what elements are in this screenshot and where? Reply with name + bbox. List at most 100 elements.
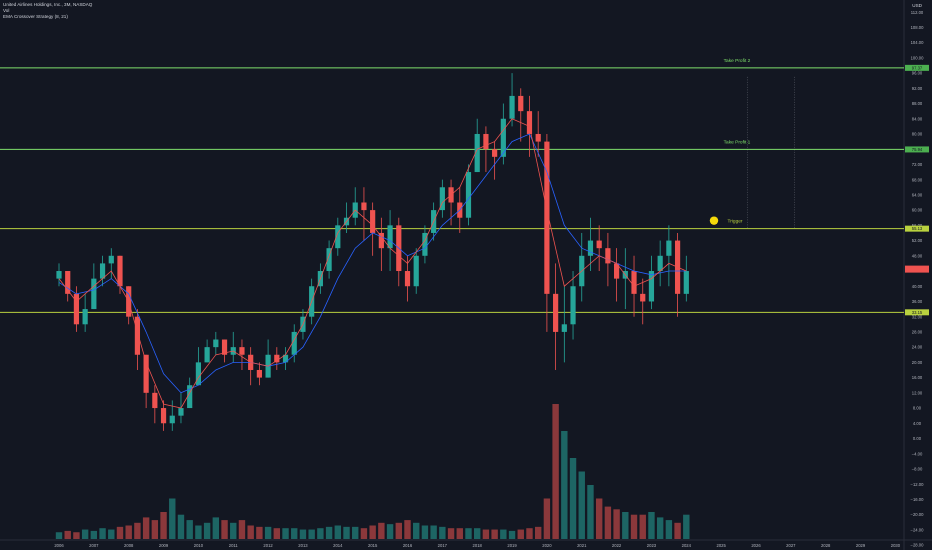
volume-bar [386, 524, 394, 539]
volume-bar [55, 532, 63, 539]
y-tick-label: 32.00 [912, 314, 923, 319]
volume-bar [578, 471, 585, 539]
y-tick-label: 0.00 [913, 436, 922, 441]
candle-body [160, 408, 167, 424]
volume-bar [534, 526, 542, 539]
volume-bar [99, 528, 106, 539]
candle-body [535, 133, 541, 142]
candle-body [143, 354, 149, 393]
smiley-icon [709, 216, 719, 225]
volume-bar [116, 526, 124, 539]
candle-body [413, 255, 419, 287]
candle-body [361, 202, 367, 211]
level-price-tag-text: 55.13 [912, 226, 923, 231]
candle-body [117, 255, 123, 287]
candle-body [169, 415, 175, 424]
volume-bar [273, 528, 281, 539]
y-tick-label: −20.00 [911, 512, 925, 517]
volume-bar [622, 512, 629, 539]
candle-body [648, 271, 655, 302]
x-tick-label: 2015 [368, 543, 378, 548]
volume-bar [447, 528, 455, 539]
volume-bar [569, 458, 577, 539]
x-tick-label: 2023 [647, 543, 657, 548]
candle-body [596, 240, 602, 249]
volume-bar [64, 530, 71, 539]
volume-bar [308, 529, 315, 539]
candle-body [387, 225, 393, 249]
ema-slow-line [58, 133, 687, 394]
volume-bar [613, 509, 620, 539]
volume-bar [395, 522, 402, 539]
candle-body [108, 255, 114, 264]
x-tick-label: 2016 [403, 543, 413, 548]
candle-body [518, 95, 524, 112]
candle-body [666, 240, 672, 256]
x-tick-label: 2024 [682, 543, 692, 548]
level-price-tag-text: 75.94 [912, 147, 923, 152]
candle-body [570, 286, 576, 325]
level-label: Take Profit 1 [724, 139, 751, 145]
y-tick-label: 8.00 [913, 406, 922, 411]
volume-bar [656, 517, 664, 539]
y-tick-label: 104.00 [911, 40, 924, 45]
last-price-tag [905, 265, 929, 273]
volume-bar [561, 431, 568, 539]
strategy-legend: EMA Crossover Strategy (8, 21) [3, 14, 68, 19]
volume-bar [500, 529, 507, 539]
volume-bar [413, 522, 420, 539]
volume-bar [256, 526, 263, 539]
volume-bar [543, 498, 551, 539]
candle-body [204, 347, 210, 363]
y-tick-label: 68.00 [912, 177, 923, 182]
volume-bar [160, 512, 167, 539]
volume-bar [142, 517, 150, 539]
volume-bar [369, 525, 376, 539]
volume-bar [177, 514, 185, 539]
x-tick-label: 2019 [507, 543, 517, 548]
volume-bar [517, 529, 524, 539]
candle-body [657, 255, 663, 272]
y-tick-label: −24.00 [911, 527, 925, 532]
volume-bar [587, 485, 594, 539]
symbol-title: United Airlines Holdings, Inc., 3M, NASD… [3, 2, 93, 7]
candle-body [335, 225, 341, 249]
x-tick-label: 2006 [54, 543, 64, 548]
volume-bar [683, 514, 690, 539]
volume-bar [552, 404, 559, 539]
volume-bar [73, 532, 80, 539]
candle-body [500, 118, 506, 157]
candle-body [526, 111, 533, 134]
candle-body [187, 385, 193, 409]
candle-body [439, 187, 445, 211]
candle-body [195, 362, 201, 386]
y-tick-label: −4.00 [912, 451, 923, 456]
volume-bar [203, 522, 211, 539]
candle-body [282, 354, 289, 363]
x-tick-label: 2026 [751, 543, 761, 548]
candle-body [561, 324, 567, 332]
x-tick-label: 2022 [612, 543, 622, 548]
y-tick-label: 56.00 [912, 223, 923, 228]
candle-body [631, 271, 637, 294]
volume-bar [282, 528, 289, 539]
level-price-tag [905, 146, 929, 153]
y-tick-label: 36.00 [912, 299, 923, 304]
candle-body [614, 263, 620, 279]
y-tick-label: 72.00 [912, 162, 923, 167]
candle-body [99, 263, 106, 279]
volume-bar [482, 529, 490, 539]
candle-body [274, 354, 280, 363]
candle-body [553, 293, 559, 332]
volume-bar [291, 528, 298, 539]
candle-body [605, 248, 611, 264]
candle-body [221, 339, 228, 355]
x-tick-label: 2010 [194, 543, 204, 548]
x-tick-label: 2018 [473, 543, 483, 548]
volume-bar [630, 514, 638, 539]
volume-bar [81, 529, 89, 539]
level-price-tag [905, 309, 929, 316]
candle-body [474, 133, 480, 173]
volume-bar [169, 498, 176, 539]
